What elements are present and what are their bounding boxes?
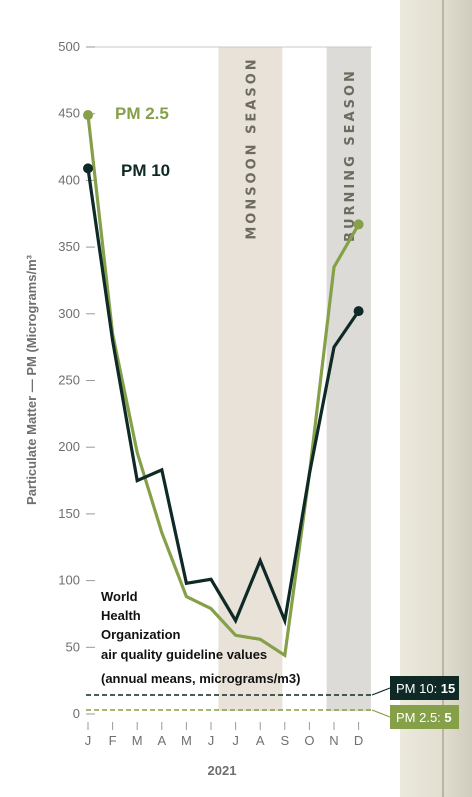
x-axis-title: 2021 [208,763,237,778]
y-tick-label-350: 350 [58,239,80,254]
x-tick-label-1: F [109,733,117,748]
x-tick-label-7: A [256,733,265,748]
who-badge-connector-0 [371,687,391,696]
who-badge-text-0: PM 10: 15 [396,681,455,696]
y-tick-label-250: 250 [58,373,80,388]
x-tick-label-8: S [280,733,289,748]
who-badge-connector-1 [371,709,391,718]
who-text-line-3: air quality guideline values [101,647,267,662]
who-badge-prefix-0: PM 10: [396,681,441,696]
who-badge-prefix-1: PM 2.5: [396,710,444,725]
who-badge-value-0: 15 [441,681,455,696]
season-band-1 [326,47,371,711]
who-text-line-1: Health [101,608,141,623]
x-tick-label-5: J [208,733,215,748]
y-tick-label-50: 50 [66,639,80,654]
x-tick-label-6: J [232,733,239,748]
who-badge-text-1: PM 2.5: 5 [396,710,452,725]
season-band-0 [218,47,283,711]
y-tick-label-0: 0 [73,706,80,721]
y-tick-label-300: 300 [58,306,80,321]
x-tick-label-2: M [132,733,143,748]
series [83,110,364,659]
page-edge [442,0,444,797]
x-tick-label-11: D [354,733,363,748]
season-label-1: BURNING SEASON [343,68,358,242]
y-tick-label-100: 100 [58,573,80,588]
x-tick-label-10: N [329,733,338,748]
x-tick-label-0: J [85,733,92,748]
series-line-1 [86,168,360,627]
series-line-0 [86,114,360,659]
series-point-0-start [83,110,93,121]
y-tick-label-150: 150 [58,506,80,521]
y-tick-label-450: 450 [58,106,80,121]
series-point-0-end [353,219,364,230]
who-badges: PM 10: 15 PM 2.5: 5 [371,676,459,729]
series-point-1-start [83,163,93,174]
y-tick-label-400: 400 [58,172,80,187]
x-tick-label-3: A [157,733,166,748]
y-tick-label-500: 500 [58,39,80,54]
season-bands: MONSOON SEASON BURNING SEASON [218,47,371,711]
series-point-1-end [353,306,364,317]
series-name-label-0: PM 2.5 [115,104,169,123]
who-badge-value-1: 5 [444,710,451,725]
season-label-0: MONSOON SEASON [244,56,259,239]
y-axis-title: Particulate Matter — PM (Micrograms/m³ [24,254,39,505]
who-text-line-0: World [101,589,138,604]
who-text-line-2: Organization [101,627,181,642]
y-tick-label-200: 200 [58,439,80,454]
who-badge-0 [390,676,459,700]
who-text-line-4: (annual means, micrograms/m3) [101,671,300,686]
x-tick-label-9: O [304,733,314,748]
x-tick-label-4: M [181,733,192,748]
who-badge-1 [390,705,459,729]
adjacent-page-strip [400,0,472,797]
series-name-label-1: PM 10 [121,161,170,180]
chart-labels: 2021 Particulate Matter — PM (Micrograms/… [24,104,300,778]
